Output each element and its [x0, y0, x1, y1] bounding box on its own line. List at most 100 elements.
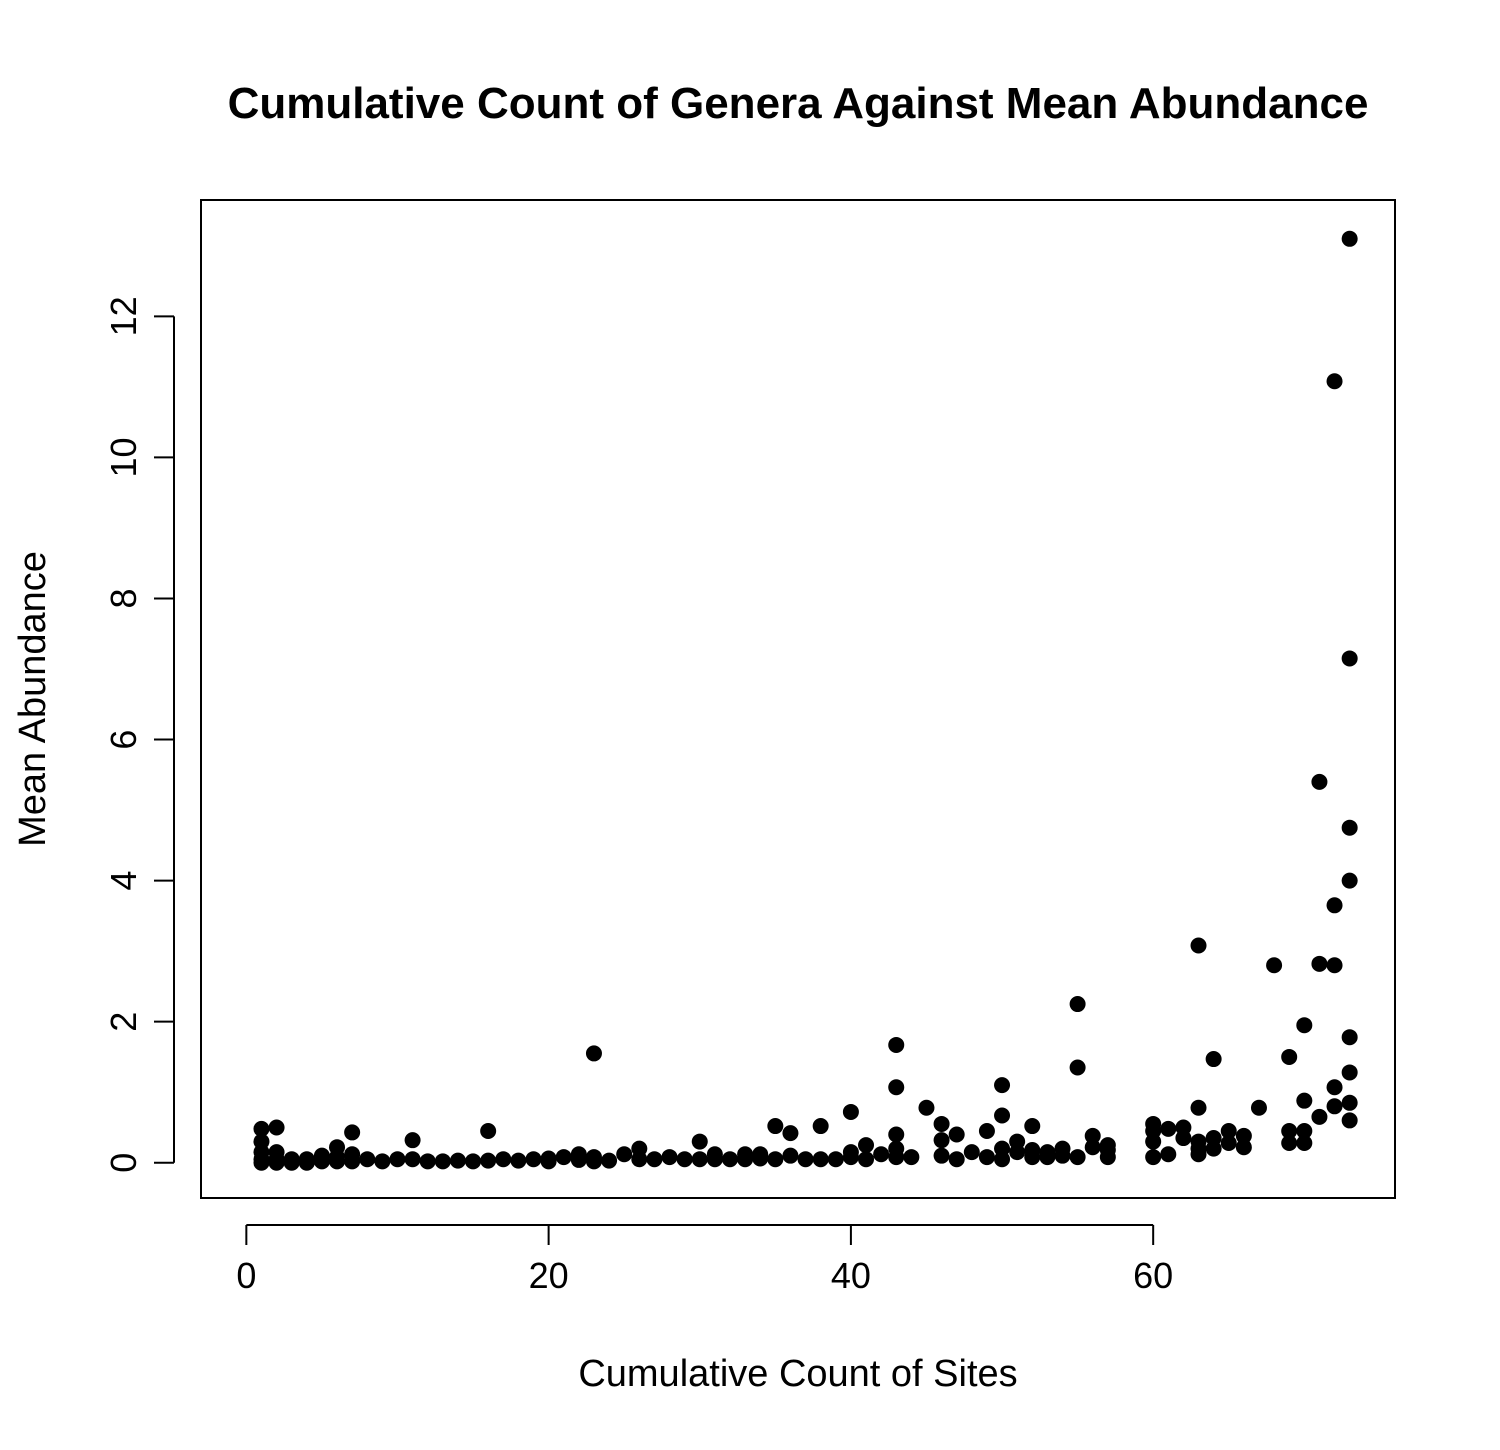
data-point: [1311, 1108, 1328, 1125]
data-point: [525, 1151, 542, 1168]
data-point: [797, 1151, 814, 1168]
data-point: [344, 1153, 361, 1170]
data-point: [888, 1036, 905, 1053]
data-point: [888, 1079, 905, 1096]
data-point: [1160, 1146, 1177, 1163]
data-point: [1024, 1118, 1041, 1135]
data-point: [1145, 1133, 1162, 1150]
y-tick-label: 10: [103, 437, 144, 477]
data-point: [253, 1120, 270, 1137]
data-point: [1190, 1099, 1207, 1116]
data-point: [933, 1115, 950, 1132]
data-point: [495, 1151, 512, 1168]
data-point: [1235, 1139, 1252, 1156]
data-point: [963, 1144, 980, 1161]
data-point: [1054, 1147, 1071, 1164]
data-point: [1311, 955, 1328, 972]
data-point: [721, 1151, 738, 1168]
data-point: [1145, 1149, 1162, 1166]
data-point: [1190, 1146, 1207, 1163]
data-point: [691, 1151, 708, 1168]
y-tick-label: 12: [103, 296, 144, 336]
data-point: [1250, 1099, 1267, 1116]
x-axis: 0 20 40 60: [236, 1224, 1173, 1296]
data-point: [1341, 1112, 1358, 1129]
data-point: [1326, 957, 1343, 974]
data-point: [978, 1149, 995, 1166]
data-point: [631, 1151, 648, 1168]
data-point: [389, 1151, 406, 1168]
data-point: [1069, 1059, 1086, 1076]
data-point: [842, 1103, 859, 1120]
data-point: [691, 1133, 708, 1150]
data-point: [344, 1124, 361, 1141]
data-point: [1205, 1051, 1222, 1068]
data-point: [1039, 1149, 1056, 1166]
data-point: [1296, 1092, 1313, 1109]
data-point: [842, 1149, 859, 1166]
data-point: [359, 1151, 376, 1168]
data-point: [374, 1153, 391, 1170]
chart-title: Cumulative Count of Genera Against Mean …: [228, 79, 1369, 128]
data-point: [570, 1151, 587, 1168]
data-point: [782, 1147, 799, 1164]
data-point: [268, 1119, 285, 1136]
data-point: [1326, 897, 1343, 914]
data-point: [994, 1107, 1011, 1124]
data-point: [480, 1152, 497, 1169]
data-point: [449, 1152, 466, 1169]
data-point: [1341, 1094, 1358, 1111]
data-point: [1281, 1122, 1298, 1139]
data-point: [1296, 1122, 1313, 1139]
data-point: [752, 1150, 769, 1167]
data-point: [1220, 1134, 1237, 1151]
data-point: [933, 1147, 950, 1164]
data-point: [1341, 1029, 1358, 1046]
data-point: [1205, 1140, 1222, 1157]
data-point: [1220, 1122, 1237, 1139]
data-point: [1069, 1149, 1086, 1166]
data-point: [298, 1151, 315, 1168]
data-point: [1160, 1120, 1177, 1137]
x-tick-label: 20: [529, 1255, 569, 1296]
plot-frame: [200, 199, 1396, 1199]
data-point: [404, 1132, 421, 1149]
data-point: [510, 1152, 527, 1169]
data-point: [1326, 373, 1343, 390]
data-point: [313, 1153, 330, 1170]
data-point: [419, 1153, 436, 1170]
data-point: [1341, 872, 1358, 889]
data-points: [253, 230, 1358, 1171]
data-point: [1341, 650, 1358, 667]
data-point: [888, 1149, 905, 1166]
data-point: [1009, 1144, 1026, 1161]
data-point: [540, 1150, 557, 1167]
data-point: [918, 1099, 935, 1116]
y-axis: 0 2 4 6 8 10 12: [103, 296, 175, 1173]
data-point: [1311, 773, 1328, 790]
data-point: [1069, 996, 1086, 1013]
data-point: [268, 1154, 285, 1171]
data-point: [1341, 1064, 1358, 1081]
data-point: [1266, 957, 1283, 974]
x-tick-label: 60: [1133, 1255, 1173, 1296]
data-point: [888, 1126, 905, 1143]
data-point: [767, 1118, 784, 1135]
data-point: [1281, 1134, 1298, 1151]
data-point: [978, 1122, 995, 1139]
data-point: [329, 1153, 346, 1170]
data-point: [555, 1149, 572, 1166]
data-point: [676, 1151, 693, 1168]
data-point: [782, 1125, 799, 1142]
data-point: [434, 1153, 451, 1170]
data-point: [1084, 1127, 1101, 1144]
data-point: [283, 1154, 300, 1171]
y-tick-label: 0: [103, 1153, 144, 1173]
data-point: [661, 1149, 678, 1166]
data-point: [994, 1151, 1011, 1168]
data-point: [465, 1153, 482, 1170]
data-point: [1084, 1139, 1101, 1156]
x-tick-label: 40: [831, 1255, 871, 1296]
data-point: [737, 1151, 754, 1168]
